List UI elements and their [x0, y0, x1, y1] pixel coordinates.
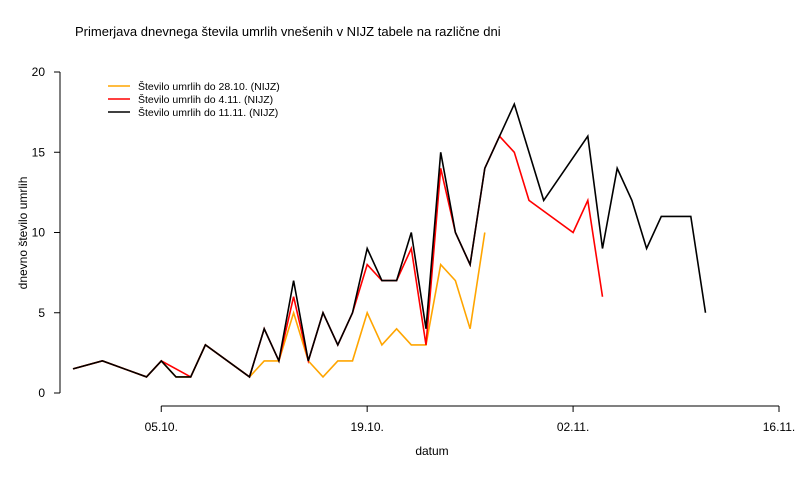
x-tick-label: 02.11. — [557, 420, 589, 434]
x-axis-label: datum — [415, 444, 448, 458]
y-tick-label: 15 — [32, 145, 46, 159]
series-line-2 — [72, 134, 604, 379]
legend-label: Število umrlih do 28.10. (NIJZ) — [138, 80, 280, 93]
series-line-3 — [72, 101, 707, 379]
y-axis-label: dnevno število umrlih — [16, 177, 30, 290]
legend-label: Število umrlih do 4.11. (NIJZ) — [138, 93, 273, 106]
x-tick-label: 16.11. — [763, 420, 795, 434]
legend: Število umrlih do 28.10. (NIJZ)Število u… — [108, 80, 280, 119]
legend-label: Število umrlih do 11.11. (NIJZ) — [138, 106, 278, 119]
y-tick-label: 0 — [38, 386, 45, 400]
x-axis: 05.10. 19.10. 02.11. 16.11. — [145, 405, 795, 434]
x-tick-label: 19.10. — [350, 420, 383, 434]
series-lines — [72, 101, 707, 379]
y-axis: 0 5 10 15 20 — [32, 65, 61, 400]
y-tick-label: 5 — [38, 306, 45, 320]
chart-title: Primerjava dnevnega števila umrlih vneše… — [75, 24, 501, 39]
y-tick-label: 20 — [32, 65, 46, 79]
y-tick-label: 10 — [32, 226, 46, 240]
x-tick-label: 05.10. — [145, 420, 178, 434]
